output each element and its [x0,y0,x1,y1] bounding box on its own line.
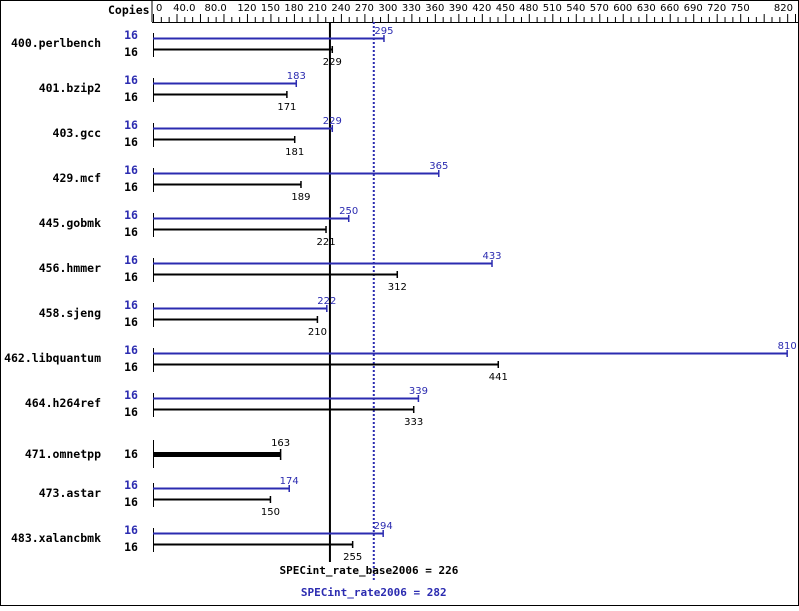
tick-label: 150 [261,3,280,14]
tick-label: 420 [472,3,491,14]
benchmark-name: 401.bzip2 [39,81,101,95]
benchmark-name: 400.perlbench [11,36,101,50]
tick-label: 450 [496,3,515,14]
benchmark-name: 464.h264ref [25,396,101,410]
tick-label: 330 [402,3,421,14]
copies-base: 16 [124,540,138,554]
base-value-label: 163 [271,438,290,449]
base-value-label: 210 [308,327,327,338]
peak-value-label: 365 [429,161,448,172]
benchmark-name: 458.sjeng [39,306,101,320]
tick-label: 300 [378,3,397,14]
tick-label: 750 [731,3,750,14]
copies-peak: 16 [124,523,138,537]
tick-label: 120 [237,3,256,14]
copies-peak: 16 [124,208,138,222]
copies-base: 16 [124,360,138,374]
copies-base: 16 [124,225,138,239]
copies-base: 16 [124,180,138,194]
base-reference-label: SPECint_rate_base2006 = 226 [280,564,459,577]
base-value-label: 150 [261,507,280,518]
base-value-label: 189 [291,192,310,203]
copies-peak: 16 [124,253,138,267]
benchmark-name: 445.gobmk [39,216,101,230]
copies-base: 16 [124,405,138,419]
copies-base: 16 [124,90,138,104]
tick-label: 480 [519,3,538,14]
copies-base: 16 [124,315,138,329]
tick-label: 540 [566,3,585,14]
copies-peak: 16 [124,118,138,132]
benchmark-name: 483.xalancbmk [11,531,101,545]
base-value-label: 221 [316,237,335,248]
tick-label: 660 [660,3,679,14]
benchmark-name: 429.mcf [53,171,102,185]
tick-label: 80.0 [205,3,227,14]
copies-base: 16 [124,135,138,149]
copies-base: 16 [124,45,138,59]
base-value-label: 229 [323,57,342,68]
base-value-label: 312 [388,282,407,293]
copies-peak: 16 [124,478,138,492]
benchmark-name: 456.hmmer [39,261,101,275]
base-bar [153,452,281,457]
copies-peak: 16 [124,73,138,87]
tick-label: 690 [684,3,703,14]
benchmark-name: 403.gcc [53,126,101,140]
copies-peak: 16 [124,298,138,312]
tick-label: 820 [774,3,793,14]
benchmark-name: 473.astar [39,486,101,500]
peak-value-label: 229 [323,116,342,127]
tick-label: 240 [331,3,350,14]
copies-peak: 16 [124,163,138,177]
peak-value-label: 222 [317,296,336,307]
peak-value-label: 433 [482,251,501,262]
peak-value-label: 294 [374,521,393,532]
peak-value-label: 174 [280,476,299,487]
tick-label: 600 [613,3,632,14]
tick-label: 40.0 [173,3,195,14]
base-value-label: 181 [285,147,304,158]
copies-peak: 16 [124,28,138,42]
tick-label: 210 [308,3,327,14]
tick-label: 360 [425,3,444,14]
tick-label: 180 [284,3,303,14]
copies-peak: 16 [124,343,138,357]
tick-label: 270 [355,3,374,14]
tick-label: 630 [637,3,656,14]
copies-base: 16 [124,270,138,284]
tick-label: 720 [707,3,726,14]
base-value-label: 255 [343,552,362,563]
tick-label: 570 [590,3,609,14]
base-value-label: 441 [489,372,508,383]
peak-value-label: 295 [374,26,393,37]
axis-label: Copies [108,3,150,17]
base-value-label: 333 [404,417,423,428]
peak-value-label: 183 [287,71,306,82]
copies-peak: 16 [124,388,138,402]
benchmark-name: 471.omnetpp [25,447,101,461]
tick-label: 510 [543,3,562,14]
peak-reference-label: SPECint_rate2006 = 282 [301,586,447,599]
tick-label: 0 [156,3,162,14]
base-value-label: 171 [277,102,296,113]
peak-value-label: 339 [409,386,428,397]
peak-value-label: 250 [339,206,358,217]
tick-label: 390 [449,3,468,14]
copies-base: 16 [124,447,138,461]
copies-base: 16 [124,495,138,509]
peak-value-label: 810 [778,341,797,352]
benchmark-name: 462.libquantum [4,351,101,365]
